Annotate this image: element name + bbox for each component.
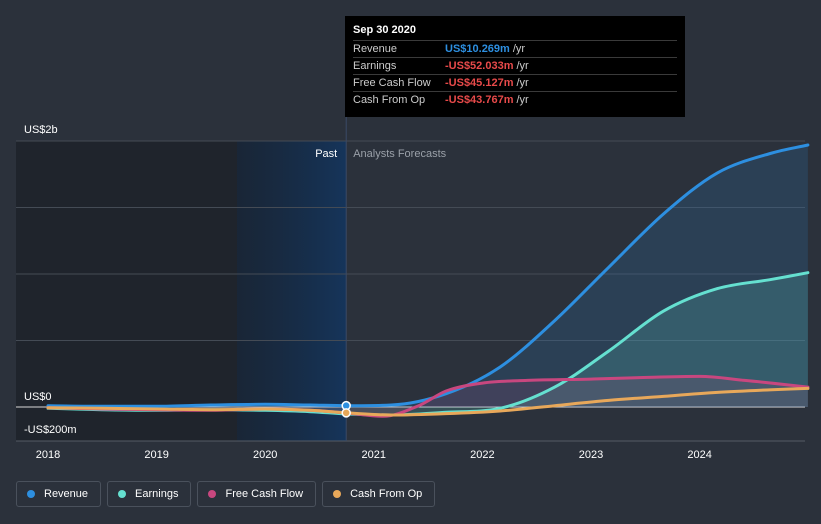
tooltip-row-name: Revenue: [353, 43, 398, 55]
legend-dot-icon: [118, 490, 127, 498]
legend-item-revenue[interactable]: Revenue: [16, 481, 102, 507]
legend-label: Cash From Op: [350, 488, 423, 500]
legend-label: Earnings: [135, 488, 179, 500]
hover-marker-cash-from-op: [341, 408, 351, 418]
tooltip-row-free-cash-flow: Free Cash Flow -US$45.127m /yr: [353, 74, 677, 91]
tooltip-row-value: -US$45.127m: [445, 77, 514, 89]
series-area-free-cash-flow: [48, 376, 808, 417]
tooltip-row-name: Free Cash Flow: [353, 77, 431, 89]
series-area-revenue: [48, 145, 808, 407]
tooltip-row-value: -US$43.767m: [445, 94, 514, 106]
legend-dot-icon: [333, 490, 342, 498]
past-label: Past: [315, 148, 337, 160]
tooltip-row-value: -US$52.033m: [445, 60, 514, 72]
x-tick-label: 2018: [36, 449, 60, 461]
y-axis-top-label: US$2b: [24, 124, 58, 136]
tooltip-row-earnings: Earnings -US$52.033m /yr: [353, 57, 677, 74]
tooltip-row-name: Earnings: [353, 60, 397, 72]
tooltip-date: Sep 30 2020: [353, 24, 416, 36]
tooltip-row-unit: /yr: [516, 94, 529, 106]
tooltip-row-unit: /yr: [512, 43, 526, 55]
legend-label: Revenue: [44, 488, 89, 500]
hover-tooltip: Sep 30 2020 Revenue US$10.269m /yr Earni…: [345, 16, 685, 117]
x-tick-label: 2021: [362, 449, 386, 461]
x-tick-label: 2019: [144, 449, 168, 461]
tooltip-row-unit: /yr: [516, 60, 529, 72]
y-axis-zero-label: US$0: [24, 391, 52, 403]
legend-dot-icon: [27, 490, 35, 498]
legend-item-cash-from-op[interactable]: Cash From Op: [322, 481, 436, 507]
series-line-cash-from-op: [46, 386, 810, 417]
x-tick-label: 2023: [579, 449, 603, 461]
legend: Revenue Earnings Free Cash Flow Cash Fro…: [16, 481, 436, 507]
tooltip-row-value: US$10.269m: [445, 43, 510, 55]
forecast-label: Analysts Forecasts: [353, 148, 446, 160]
x-tick-label: 2020: [253, 449, 277, 461]
tooltip-row-unit: /yr: [516, 77, 529, 89]
legend-item-earnings[interactable]: Earnings: [107, 481, 192, 507]
tooltip-row-name: Cash From Op: [353, 94, 426, 106]
x-tick-label: 2022: [470, 449, 494, 461]
tooltip-row-cash-from-op: Cash From Op -US$43.767m /yr: [353, 91, 677, 108]
y-axis-bottom-label: -US$200m: [24, 424, 77, 436]
x-tick-label: 2024: [687, 449, 711, 461]
legend-dot-icon: [208, 490, 217, 498]
past-highlight-region: [237, 141, 347, 441]
tooltip-row-revenue: Revenue US$10.269m /yr: [353, 40, 677, 57]
legend-label: Free Cash Flow: [225, 488, 304, 500]
legend-item-free-cash-flow[interactable]: Free Cash Flow: [197, 481, 317, 507]
